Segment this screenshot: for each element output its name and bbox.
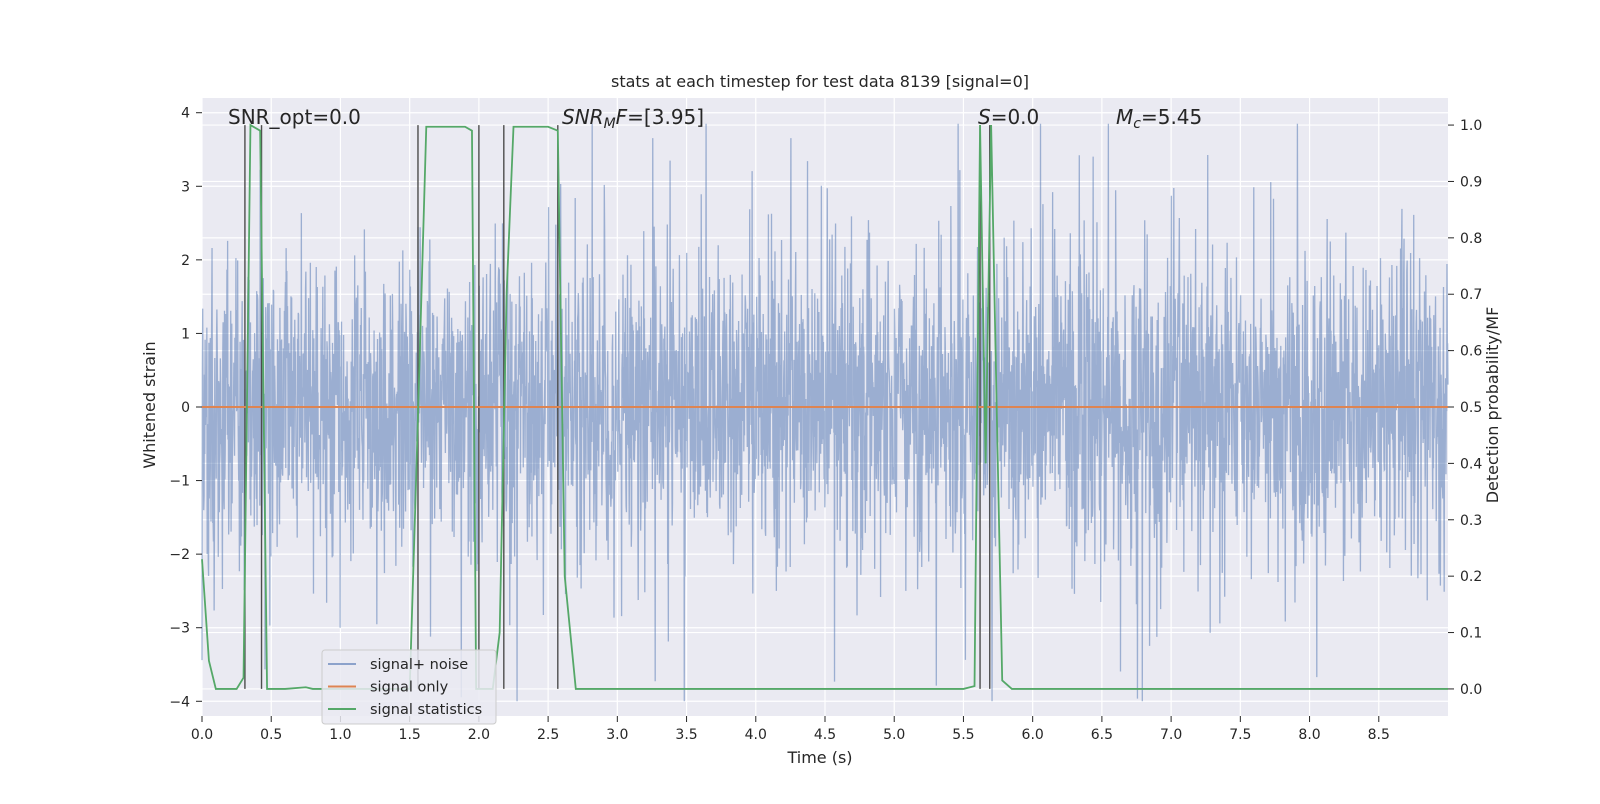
legend: signal+ noise signal only signal statistic…	[321, 649, 497, 725]
x-tick-label: 3.0	[606, 727, 628, 743]
x-tick-label: 7.5	[1229, 727, 1251, 743]
y-tick-label: 0	[181, 400, 190, 416]
chart-title: stats at each timestep for test data 813…	[611, 72, 1029, 91]
y2-tick-label: 0.5	[1460, 400, 1482, 416]
annotations: SNR_opt=0.0 SNRMF=[3.95] S=0.0 Mc=5.45	[228, 105, 1202, 132]
y2-tick-label: 0.7	[1460, 287, 1482, 303]
annotation-snr-mf-value: =[3.95]	[627, 105, 704, 129]
x-tick-label: 1.5	[399, 727, 421, 743]
legend-label: signal+ noise	[370, 657, 468, 673]
y2-tick-label: 0.3	[1460, 513, 1482, 529]
y2-tick-label: 0.0	[1460, 682, 1482, 698]
x-tick-label: 8.0	[1298, 727, 1320, 743]
y-tick-label: 1	[181, 326, 190, 342]
y-tick-label: 4	[181, 106, 190, 122]
x-tick-label: 2.0	[468, 727, 490, 743]
annotation-mc-sub: c	[1133, 116, 1141, 132]
y2-tick-label: 0.6	[1460, 344, 1482, 360]
y2-tick-label: 0.4	[1460, 456, 1482, 472]
y2-tick-label: 0.1	[1460, 626, 1482, 642]
annotation-snr-opt: SNR_opt=0.0	[228, 105, 361, 129]
annotation-mc-value: =5.45	[1141, 105, 1202, 129]
annotation-snr-mf-sub: M	[604, 116, 616, 132]
y-tick-label: −4	[169, 694, 190, 710]
y-tick-label: −2	[169, 547, 190, 563]
annotation-s-value: =0.0	[991, 105, 1040, 129]
annotation-s-label: S	[978, 105, 991, 129]
annotation-mc: Mc=5.45	[1116, 105, 1202, 132]
y-tick-label: 3	[181, 179, 190, 195]
annotation-snr-mf: SNRMF=[3.95]	[562, 105, 704, 132]
x-tick-label: 4.0	[745, 727, 767, 743]
y-axis-label: Whitened strain	[140, 341, 159, 468]
y2-tick-label: 0.9	[1460, 174, 1482, 190]
x-tick-label: 5.5	[952, 727, 974, 743]
y2-tick-label: 0.8	[1460, 231, 1482, 247]
annotation-mc-label: M	[1116, 105, 1133, 129]
signal-plus-noise-line	[201, 123, 1449, 702]
x-tick-label: 4.5	[814, 727, 836, 743]
legend-box	[321, 649, 497, 725]
x-tick-label: 6.0	[1022, 727, 1044, 743]
y-tick-label: −3	[169, 621, 190, 637]
annotation-snr-mf-after: F	[616, 105, 628, 129]
legend-label: signal statistics	[370, 702, 482, 718]
x-tick-label: 2.5	[537, 727, 559, 743]
x-tick-label: 7.0	[1160, 727, 1182, 743]
x-tick-label: 6.5	[1091, 727, 1113, 743]
y2-axis-label: Detection probability/MF	[1483, 307, 1502, 504]
axes: 0.0 0.5 1.0 1.5 2.0 2.5 3.0 3.5 4.0 4.5 5.0 5.5 6.0 6…	[169, 106, 1482, 743]
x-tick-label: 1.0	[329, 727, 351, 743]
x-tick-label: 0.5	[260, 727, 282, 743]
x-tick-label: 8.5	[1368, 727, 1390, 743]
x-tick-label: 0.0	[191, 727, 213, 743]
x-axis-label: Time (s)	[786, 748, 852, 767]
y2-tick-label: 0.2	[1460, 569, 1482, 585]
y-tick-label: −1	[169, 474, 190, 490]
y2-tick-label: 1.0	[1460, 118, 1482, 134]
noise-series	[201, 123, 1449, 702]
x-tick-label: 5.0	[883, 727, 905, 743]
legend-label: signal only	[370, 680, 449, 696]
annotation-s: S=0.0	[978, 105, 1039, 129]
y-tick-label: 2	[181, 253, 190, 269]
x-tick-label: 3.5	[675, 727, 697, 743]
annotation-snr-mf-label: SNR	[562, 105, 604, 129]
